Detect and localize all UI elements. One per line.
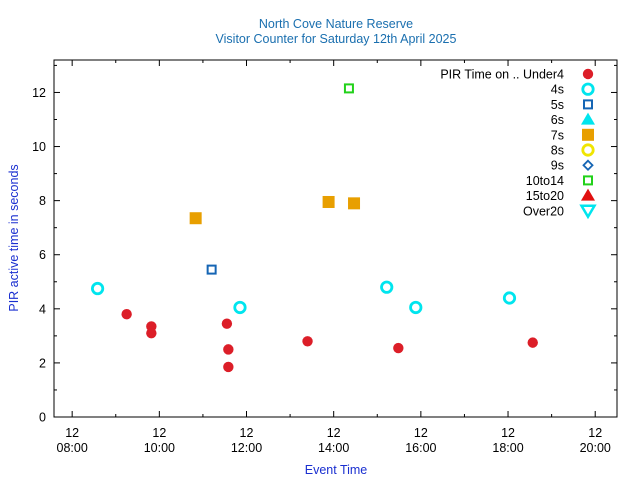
data-point-5s [206, 264, 217, 275]
data-point-under4 [223, 361, 234, 373]
legend-marker-under4 [582, 68, 594, 80]
legend-marker-8s [581, 143, 595, 157]
legend-marker-5s [583, 99, 593, 110]
x-tick-label-day: 12 [588, 426, 602, 440]
data-point-under4 [121, 309, 132, 320]
data-point-under4 [527, 337, 538, 348]
x-tick-label-day: 12 [327, 426, 341, 440]
data-point-7s [348, 197, 361, 210]
legend-marker-6s [581, 112, 595, 125]
x-tick-label-day: 12 [240, 426, 254, 440]
legend-marker-4s [581, 82, 595, 96]
legend-marker-9s [582, 159, 594, 171]
data-point-7s [189, 212, 202, 225]
legend-label: 4s [551, 83, 564, 97]
legend-marker-15to20 [581, 188, 595, 201]
legend-marker-7s [582, 128, 594, 141]
data-point-4s [90, 281, 105, 296]
y-tick-label: 6 [39, 248, 46, 262]
x-tick-label-time: 16:00 [405, 441, 436, 455]
legend-marker-over20 [579, 204, 597, 220]
y-tick-label: 4 [39, 302, 46, 316]
x-tick-label-day: 12 [501, 426, 515, 440]
y-axis-label: PIR active time in seconds [7, 164, 21, 311]
x-tick-label-time: 12:00 [231, 441, 262, 455]
chart-subtitle: Visitor Counter for Saturday 12th April … [216, 32, 457, 46]
data-point-under4 [393, 342, 404, 354]
data-point-under4 [302, 336, 313, 347]
data-point-4s [409, 300, 423, 315]
data-points [90, 83, 538, 373]
x-tick-label-day: 12 [414, 426, 428, 440]
legend-label: 5s [551, 98, 564, 112]
legend-label: 6s [551, 113, 564, 127]
legend-label: PIR Time on .. Under4 [440, 68, 564, 82]
x-tick-label-time: 18:00 [492, 441, 523, 455]
data-point-4s [502, 291, 517, 305]
legend-label: 15to20 [526, 189, 564, 203]
data-point-4s [233, 300, 247, 315]
y-tick-label: 12 [32, 86, 46, 100]
data-point-10to14 [343, 83, 354, 94]
y-tick-label: 8 [39, 194, 46, 208]
x-tick-label-day: 12 [152, 426, 166, 440]
data-point-4s [380, 280, 394, 294]
legend-label: Over20 [523, 204, 564, 218]
data-point-under4 [221, 318, 233, 329]
x-axis-label: Event Time [305, 463, 368, 477]
legend-label: 8s [551, 144, 564, 158]
x-tick-label-day: 12 [65, 426, 79, 440]
plot-frame [53, 59, 618, 418]
data-point-under4 [223, 344, 234, 355]
legend-label: 10to14 [526, 174, 564, 188]
legend-marker-10to14 [583, 175, 593, 186]
data-point-7s [322, 195, 335, 208]
legend-label: 9s [551, 159, 564, 173]
y-tick-label: 2 [39, 356, 46, 370]
x-axis: 1208:001210:001212:001214:001216:001218:… [57, 60, 611, 455]
y-tick-label: 10 [32, 140, 46, 154]
legend-label: 7s [551, 128, 564, 142]
y-tick-label: 0 [39, 411, 46, 425]
y-axis: 0 2 4 6 8 10 12 [32, 64, 617, 425]
data-point-under4 [146, 327, 157, 339]
x-tick-label-time: 20:00 [580, 441, 611, 455]
x-tick-label-time: 14:00 [318, 441, 349, 455]
x-tick-label-time: 10:00 [144, 441, 175, 455]
chart-title: North Cove Nature Reserve [259, 17, 413, 31]
x-tick-label-time: 08:00 [57, 441, 88, 455]
